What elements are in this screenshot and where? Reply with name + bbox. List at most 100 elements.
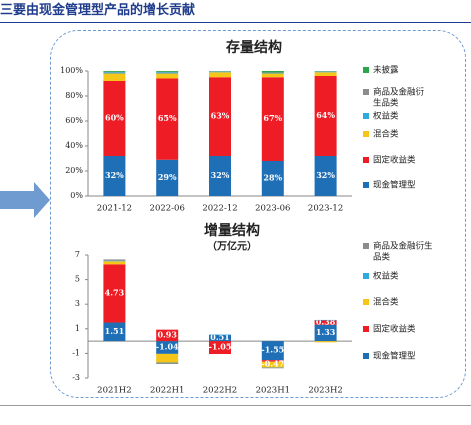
bar-segment (103, 322, 126, 342)
bar-segment (261, 72, 284, 74)
bar-segment (103, 261, 126, 265)
bar-data-label: -1.55 (261, 345, 284, 355)
stock-structure-panel (63, 38, 456, 213)
x-tick-label: 2022H2 (203, 386, 237, 396)
bar-segment (314, 324, 337, 342)
legend-swatch (363, 243, 369, 249)
legend-label: 品类 (373, 252, 391, 263)
bar-segment (261, 71, 284, 73)
bottom-divider (0, 405, 471, 406)
right-arrow-icon (0, 182, 50, 218)
legend-label: 生品类 (373, 98, 399, 109)
y-tick-label: 100% (60, 66, 83, 75)
bar-data-label: 32% (211, 170, 230, 180)
y-tick-label: 20% (65, 166, 83, 175)
legend-label: 混合类 (373, 129, 399, 140)
bar-segment (261, 341, 284, 361)
bar-segment (209, 334, 231, 342)
bar-segment (261, 161, 284, 196)
legend-swatch (363, 182, 369, 188)
legend-label: 固定收益类 (373, 155, 416, 166)
legend-label: 商品及金融衍生 (373, 241, 433, 252)
legend-label: 现金管理型 (373, 180, 416, 191)
y-tick-label: 3 (75, 299, 80, 308)
y-tick-label: -1 (72, 348, 80, 357)
y-tick-label: 60% (65, 116, 83, 125)
bar-segment (314, 72, 337, 76)
bar-data-label: 60% (105, 113, 124, 123)
x-tick-label: 2023H2 (308, 386, 342, 396)
page-title: 三要由现金管理型产品的增长贡献 (0, 3, 196, 18)
chart-frame (50, 30, 466, 398)
legend-label: 现金管理型 (373, 351, 416, 362)
bar-data-label: 32% (105, 170, 124, 180)
bar-segment (103, 71, 126, 72)
bar-data-label: 63% (211, 111, 230, 121)
bar-segment (103, 156, 126, 196)
y-tick-label: 1 (75, 324, 80, 333)
legend-swatch (363, 353, 369, 359)
bar-data-label: 67% (263, 113, 282, 123)
legend-swatch (363, 67, 369, 73)
bar-segment (314, 71, 337, 73)
bar-data-label: -1.04 (156, 341, 179, 351)
bar-segment (156, 329, 179, 342)
y-tick-label: 80% (65, 91, 83, 100)
legend-label: 权益类 (373, 271, 399, 282)
legend-swatch (363, 326, 369, 332)
bar-data-label: 0.51 (210, 332, 229, 342)
legend-swatch (363, 299, 369, 305)
bar-segment (314, 156, 337, 196)
x-tick-label: 2022-06 (150, 204, 185, 214)
x-tick-label: 2023-12 (308, 204, 343, 214)
bar-segment (261, 361, 284, 368)
y-tick-label: 7 (75, 250, 80, 259)
bar-segment (261, 360, 284, 362)
bar-data-label: 64% (316, 110, 335, 120)
y-tick-label: 0% (70, 191, 83, 200)
x-tick-label: 2023-06 (255, 204, 290, 214)
y-tick-label: 5 (75, 275, 80, 284)
legend-swatch (363, 157, 369, 163)
bar-segment (209, 72, 231, 78)
x-tick-label: 2021H2 (97, 386, 131, 396)
bar-segment (156, 78, 179, 160)
bar-data-label: -0.47 (261, 359, 284, 369)
bar-data-label: 65% (158, 113, 177, 123)
bar-data-label: 28% (263, 173, 282, 183)
y-tick-label: 40% (65, 141, 83, 150)
bar-segment (314, 341, 337, 343)
bar-segment (209, 156, 231, 196)
x-tick-label: 2022-12 (202, 204, 237, 214)
x-tick-label: 2021-12 (97, 204, 132, 214)
bar-segment (103, 72, 126, 74)
legend-swatch (363, 89, 369, 95)
legend-label: 商品及金融衍 (373, 87, 425, 98)
chart-subtitle: （万亿元） (207, 240, 257, 253)
legend-swatch (363, 113, 369, 119)
y-tick-label: -3 (72, 373, 80, 382)
bar-segment (103, 260, 126, 262)
bar-segment (314, 319, 337, 321)
bar-data-label: 32% (316, 170, 335, 180)
bar-segment (209, 77, 231, 156)
bar-segment (156, 71, 179, 72)
bar-data-label: 1.51 (105, 326, 124, 336)
bar-segment (156, 353, 179, 363)
bar-data-label: 29% (158, 172, 177, 182)
bar-data-label: 0.38 (316, 316, 336, 326)
bar-data-label: 4.73 (105, 287, 125, 297)
bar-segment (209, 71, 231, 73)
bar-segment (261, 77, 284, 161)
increment-structure-panel (63, 217, 456, 387)
legend-swatch (363, 273, 369, 279)
legend-swatch (363, 131, 369, 137)
bar-segment (209, 334, 231, 336)
bar-data-label: 1.33 (316, 327, 336, 337)
bar-segment (103, 259, 126, 261)
bar-segment (156, 362, 179, 364)
bar-segment (156, 159, 179, 196)
legend-label: 权益类 (373, 111, 399, 122)
legend-label: 未披露 (373, 65, 399, 76)
bar-segment (156, 72, 179, 74)
